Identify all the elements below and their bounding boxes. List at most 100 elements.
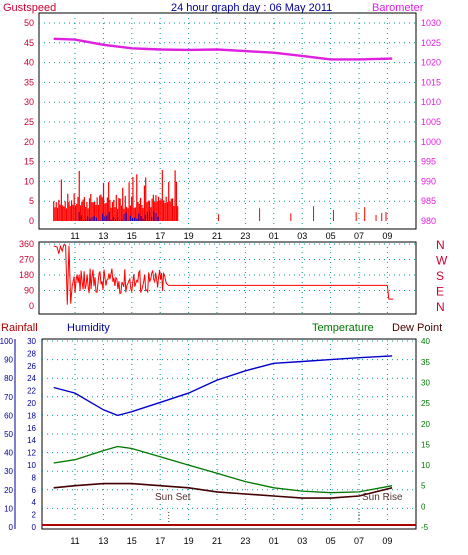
humidity-tick-label: 18 — [27, 411, 36, 420]
rainfall-tick-label: 40 — [4, 449, 13, 458]
direction-tick-label: 90 — [24, 286, 34, 296]
x-tick-label: 15 — [127, 231, 137, 241]
x-tick-label: 01 — [269, 536, 279, 546]
sunrise-label: Sun Rise — [362, 492, 403, 503]
humidity-tick-label: 20 — [27, 399, 36, 408]
rainfall-tick-label: 100 — [0, 337, 14, 346]
humidity-tick-label: 12 — [27, 449, 36, 458]
x-tick-label: 23 — [240, 231, 250, 241]
x-tick-label: 19 — [184, 536, 194, 546]
temperature-tick-label: 0 — [421, 502, 426, 511]
temperature-tick-label: 30 — [421, 378, 430, 387]
x-tick-label: 07 — [354, 231, 364, 241]
x-tick-label: 09 — [382, 536, 392, 546]
x-tick-label: 05 — [326, 231, 336, 241]
gustspeed-tick-label: 20 — [24, 137, 34, 147]
barometer-tick-label: 980 — [421, 216, 436, 226]
temperature-tick-label: 25 — [421, 399, 430, 408]
humidity-tick-label: 16 — [27, 424, 36, 433]
barometer-tick-label: 1015 — [421, 77, 441, 87]
x-tick-label: 11 — [70, 536, 79, 546]
humidity-tick-label: 14 — [27, 436, 36, 445]
x-tick-label: 17 — [155, 231, 165, 241]
compass-label: W — [436, 254, 448, 268]
barometer-line — [53, 37, 393, 61]
temperature-line — [53, 445, 393, 494]
panel3-series — [42, 355, 416, 527]
temperature-tick-label: 35 — [421, 358, 430, 367]
direction-degree-ticks: 0 90 180 270 360 — [19, 239, 34, 311]
direction-tick-label: 360 — [19, 239, 34, 249]
humidity-tick-label: 4 — [32, 498, 37, 507]
gustspeed-tick-label: 25 — [24, 117, 34, 127]
panel1-x-ticks: 11 13 15 17 19 21 23 01 03 05 07 09 — [70, 231, 392, 241]
gustspeed-tick-label: 40 — [24, 58, 34, 68]
humidity-tick-label: 2 — [32, 511, 37, 520]
direction-tick-label: 270 — [19, 255, 34, 265]
x-tick-label: 15 — [127, 536, 137, 546]
barometer-tick-label: 995 — [421, 157, 436, 167]
chart-title: 24 hour graph day : 06 May 2011 — [171, 2, 332, 14]
barometer-tick-label: 1020 — [421, 58, 441, 68]
x-tick-label: 19 — [184, 231, 194, 241]
gustspeed-tick-label: 15 — [24, 157, 34, 167]
humidity-tick-label: 6 — [32, 486, 37, 495]
wind-direction-line — [53, 243, 394, 305]
compass-label: N — [436, 300, 445, 314]
rainfall-tick-label: 70 — [4, 393, 13, 402]
x-tick-label: 23 — [240, 536, 250, 546]
rainfall-tick-label: 90 — [4, 356, 13, 365]
dewpoint-line — [53, 482, 393, 499]
humidity-tick-label: 22 — [27, 387, 36, 396]
dewpoint-axis-title: Dew Point — [392, 322, 442, 334]
rainfall-tick-label: 0 — [9, 523, 14, 532]
compass-label: N — [436, 238, 445, 252]
barometer-axis-title: Barometer — [372, 2, 424, 14]
humidity-tick-label: 10 — [27, 461, 36, 470]
panel2-grid — [39, 242, 416, 314]
x-tick-label: 21 — [212, 231, 222, 241]
temperature-ticks: -5 0 5 10 15 20 25 30 35 40 — [421, 337, 430, 532]
direction-tick-label: 180 — [19, 270, 34, 280]
gustspeed-tick-label: 30 — [24, 97, 34, 107]
humidity-tick-label: 26 — [27, 362, 36, 371]
gustspeed-tick-label: 0 — [29, 216, 34, 226]
temperature-tick-label: 20 — [421, 420, 430, 429]
x-tick-label: 11 — [70, 231, 79, 241]
direction-tick-label: 0 — [29, 301, 34, 311]
panel2-series — [53, 243, 394, 305]
rainfall-tick-label: 10 — [4, 504, 13, 513]
barometer-ticks: 980 985 990 995 1000 1005 1010 1015 1020 1025 1030 — [421, 18, 441, 226]
x-tick-label: 21 — [212, 536, 222, 546]
panel-humidity-temperature — [41, 338, 417, 530]
humidity-axis-title: Humidity — [67, 322, 110, 334]
panel-wind-direction — [38, 241, 417, 315]
temperature-tick-label: 10 — [421, 461, 430, 470]
rainfall-tick-label: 20 — [4, 486, 13, 495]
gustspeed-tick-label: 35 — [24, 77, 34, 87]
compass-label: E — [436, 285, 444, 299]
barometer-tick-label: 990 — [421, 176, 436, 186]
barometer-tick-label: 1010 — [421, 97, 441, 107]
panel-wind-speed-barometer — [38, 12, 417, 230]
barometer-tick-label: 1030 — [421, 18, 441, 28]
x-tick-label: 03 — [297, 231, 307, 241]
gustspeed-tick-label: 10 — [24, 176, 34, 186]
x-tick-label: 03 — [297, 536, 307, 546]
rainfall-tick-label: 60 — [4, 411, 13, 420]
gustspeed-tick-label: 50 — [24, 18, 34, 28]
rainfall-tick-label: 30 — [4, 467, 13, 476]
gustspeed-ticks: 0 5 10 15 20 25 30 35 40 45 50 — [24, 18, 34, 226]
temperature-axis-title: Temperature — [312, 322, 374, 334]
rainfall-axis-title: Rainfall — [1, 322, 38, 334]
temperature-tick-label: 40 — [421, 337, 430, 346]
humidity-tick-label: 8 — [32, 473, 37, 482]
panel3-grid — [42, 339, 416, 529]
temperature-tick-label: 15 — [421, 440, 430, 449]
temperature-tick-label: 5 — [421, 482, 426, 491]
humidity-tick-label: 0 — [32, 523, 37, 532]
humidity-line — [53, 355, 393, 417]
barometer-tick-label: 1000 — [421, 137, 441, 147]
